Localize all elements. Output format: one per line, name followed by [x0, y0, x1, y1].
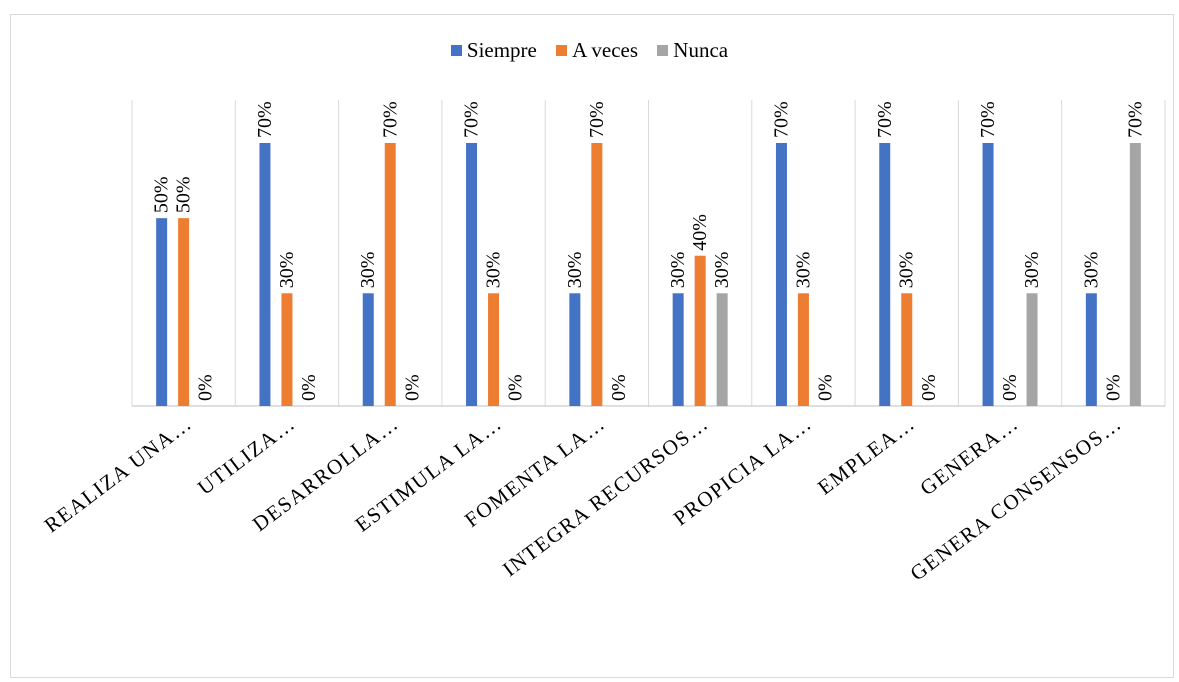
data-label-nunca-5: 0% — [608, 374, 630, 401]
bar-a-veces-7 — [797, 293, 809, 406]
category-label-8: EMPLEA… — [813, 411, 920, 500]
data-label-a-veces-9: 0% — [999, 374, 1021, 401]
data-label-a-veces-8: 30% — [896, 252, 918, 289]
data-label-nunca-1: 0% — [195, 374, 217, 401]
legend-swatch-siempre — [450, 45, 462, 56]
legend-label-a-veces: A veces — [572, 38, 639, 62]
bar-siempre-1 — [156, 218, 168, 406]
data-label-a-veces-3: 70% — [379, 101, 401, 138]
legend: Siempre A veces Nunca — [0, 38, 1179, 63]
data-label-nunca-8: 0% — [918, 374, 940, 401]
category-label-6: INTEGRA RECURSOS… — [498, 411, 713, 581]
legend-swatch-nunca — [657, 45, 669, 56]
bar-siempre-7 — [775, 143, 787, 406]
bar-siempre-10 — [1085, 293, 1097, 406]
legend-item-nunca: Nunca — [657, 38, 728, 63]
data-label-siempre-10: 30% — [1080, 252, 1102, 289]
data-label-siempre-5: 30% — [564, 252, 586, 289]
data-label-a-veces-7: 30% — [792, 252, 814, 289]
data-label-nunca-9: 30% — [1021, 252, 1043, 289]
bar-siempre-2 — [259, 143, 271, 406]
bar-a-veces-3 — [384, 143, 396, 406]
category-label-10: GENERA CONSENSOS… — [906, 411, 1127, 586]
data-label-siempre-4: 70% — [461, 101, 483, 138]
data-label-siempre-6: 30% — [667, 252, 689, 289]
data-label-nunca-4: 0% — [505, 374, 527, 401]
category-label-2: UTILIZA… — [193, 411, 300, 500]
bar-a-veces-8 — [901, 293, 913, 406]
data-label-a-veces-6: 40% — [689, 214, 711, 251]
bar-nunca-10 — [1129, 143, 1141, 406]
bar-a-veces-1 — [178, 218, 190, 406]
data-label-nunca-3: 0% — [401, 374, 423, 401]
category-label-9: GENERA… — [915, 411, 1023, 500]
data-label-nunca-6: 30% — [711, 252, 733, 289]
data-label-siempre-8: 70% — [874, 101, 896, 138]
bar-a-veces-4 — [488, 293, 500, 406]
data-label-siempre-3: 30% — [357, 252, 379, 289]
data-label-a-veces-2: 30% — [276, 252, 298, 289]
legend-label-siempre: Siempre — [466, 38, 537, 62]
data-label-nunca-7: 0% — [814, 374, 836, 401]
bar-nunca-6 — [716, 293, 728, 406]
legend-item-siempre: Siempre — [450, 38, 537, 63]
bar-siempre-4 — [466, 143, 478, 406]
category-label-1: REALIZA UNA… — [40, 411, 197, 538]
data-label-nunca-2: 0% — [298, 374, 320, 401]
bar-a-veces-5 — [591, 143, 603, 406]
bar-siempre-5 — [569, 293, 581, 406]
data-label-siempre-2: 70% — [254, 101, 276, 138]
bar-siempre-3 — [362, 293, 374, 406]
bar-siempre-6 — [672, 293, 684, 406]
data-label-siempre-7: 70% — [770, 101, 792, 138]
legend-label-nunca: Nunca — [673, 38, 729, 62]
data-label-a-veces-10: 0% — [1102, 374, 1124, 401]
data-label-a-veces-1: 50% — [173, 176, 195, 213]
data-label-siempre-1: 50% — [151, 176, 173, 213]
bar-siempre-9 — [982, 143, 994, 406]
legend-item-a-veces: A veces — [556, 38, 638, 63]
data-label-a-veces-5: 70% — [586, 101, 608, 138]
data-label-a-veces-4: 30% — [483, 252, 505, 289]
bar-siempre-8 — [879, 143, 891, 406]
data-label-siempre-9: 70% — [977, 101, 999, 138]
legend-swatch-a-veces — [556, 45, 568, 56]
bar-a-veces-2 — [281, 293, 293, 406]
bar-a-veces-6 — [694, 255, 706, 406]
data-label-nunca-10: 70% — [1124, 101, 1146, 138]
bar-nunca-9 — [1026, 293, 1038, 406]
